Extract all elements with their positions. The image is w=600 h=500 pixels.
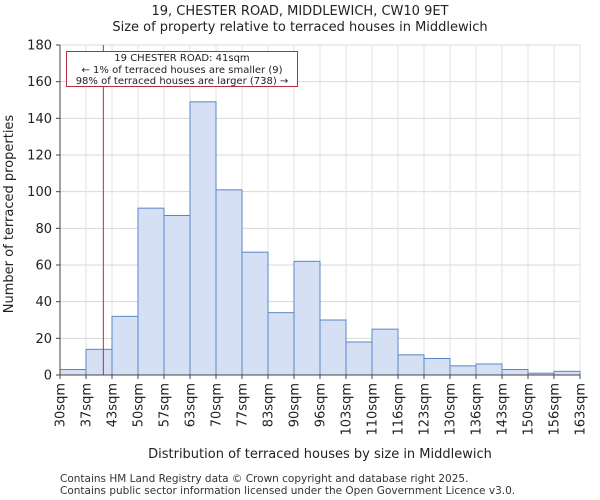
histogram-bar xyxy=(449,365,477,376)
x-tick-label: 63sqm xyxy=(184,383,199,427)
y-tick-label: 40 xyxy=(35,295,52,310)
histogram-bar xyxy=(553,370,581,376)
x-axis-label: Distribution of terraced houses by size … xyxy=(148,447,492,462)
y-tick-label: 20 xyxy=(35,332,52,347)
x-tick-label: 96sqm xyxy=(314,383,329,427)
y-axis-label: Number of terraced properties xyxy=(2,115,17,314)
x-tick-label: 77sqm xyxy=(236,383,251,427)
x-tick-label: 136sqm xyxy=(470,383,485,436)
histogram-bar xyxy=(345,341,373,376)
x-tick-label: 156sqm xyxy=(548,383,563,436)
x-tick-label: 83sqm xyxy=(262,383,277,427)
histogram-bar xyxy=(293,260,321,376)
y-tick-label: 0 xyxy=(44,369,52,384)
x-tick-label: 90sqm xyxy=(288,383,303,427)
histogram-bar xyxy=(111,315,139,376)
histogram-bar xyxy=(137,207,165,376)
x-tick-label: 103sqm xyxy=(340,383,355,436)
y-tick-label: 60 xyxy=(35,259,52,274)
histogram-bar xyxy=(215,189,243,376)
x-tick-label: 37sqm xyxy=(80,383,95,427)
histogram-bar xyxy=(267,312,295,376)
histogram-bar xyxy=(397,354,425,376)
histogram-bar xyxy=(371,328,399,376)
x-tick-label: 123sqm xyxy=(418,383,433,436)
chart-title-subtitle: Size of property relative to terraced ho… xyxy=(112,20,488,35)
histogram-bar xyxy=(319,319,347,376)
x-tick-label: 57sqm xyxy=(158,383,173,427)
annotation-line-2: ← 1% of terraced houses are smaller (9) xyxy=(81,64,283,76)
annotation-line-3: 98% of terraced houses are larger (738) … xyxy=(75,76,289,87)
y-tick-label: 180 xyxy=(27,39,52,54)
footer-copyright: Contains HM Land Registry data © Crown c… xyxy=(60,473,469,485)
x-tick-label: 43sqm xyxy=(106,383,121,427)
marker-annotation-box: 19 CHESTER ROAD: 41sqm ← 1% of terraced … xyxy=(66,51,298,87)
y-tick-label: 140 xyxy=(27,112,52,127)
x-tick-label: 163sqm xyxy=(574,383,589,436)
histogram-bar xyxy=(189,101,217,376)
histogram-bar xyxy=(423,358,451,376)
y-tick-label: 100 xyxy=(27,185,52,200)
histogram-bar xyxy=(59,369,87,376)
histogram-bar xyxy=(241,251,269,376)
y-tick-label: 80 xyxy=(35,222,52,237)
annotation-line-1: 19 CHESTER ROAD: 41sqm xyxy=(114,53,250,64)
y-tick-label: 120 xyxy=(27,149,52,164)
x-tick-label: 70sqm xyxy=(210,383,225,427)
x-tick-label: 110sqm xyxy=(366,383,381,436)
footer-licence: Contains public sector information licen… xyxy=(60,485,516,497)
x-tick-label: 116sqm xyxy=(392,383,407,436)
x-tick-label: 50sqm xyxy=(132,383,147,427)
histogram-bar xyxy=(475,363,503,376)
histogram-bar xyxy=(85,348,113,376)
x-tick-label: 143sqm xyxy=(496,383,511,436)
x-tick-label: 150sqm xyxy=(522,383,537,436)
histogram-bar xyxy=(501,369,529,376)
x-tick-label: 30sqm xyxy=(54,383,69,427)
chart-title-address: 19, CHESTER ROAD, MIDDLEWICH, CW10 9ET xyxy=(151,4,449,19)
histogram-bar xyxy=(163,215,191,376)
x-tick-label: 130sqm xyxy=(444,383,459,436)
y-tick-label: 160 xyxy=(27,75,52,90)
